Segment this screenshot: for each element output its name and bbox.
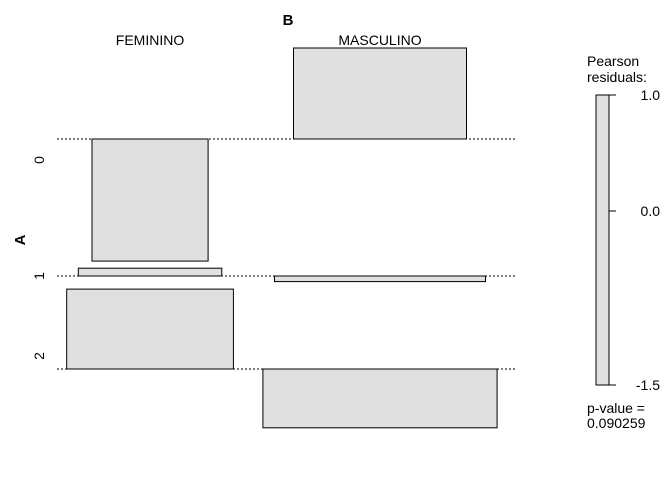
- legend-tick-label: -1.5: [636, 377, 660, 393]
- bar-2-masculino: [262, 368, 498, 429]
- legend-tick-label: 1.0: [641, 87, 661, 103]
- bar-0-masculino: [293, 47, 467, 140]
- legend-tick-label: 0.0: [641, 203, 661, 219]
- bar-0-feminino: [91, 138, 209, 262]
- p-value-label: p-value =: [587, 400, 645, 416]
- row-level-label-1: 1: [31, 272, 47, 280]
- residual-bars: [66, 47, 498, 429]
- row-variable-label: A: [12, 234, 29, 245]
- col-level-label-masculino: MASCULINO: [338, 32, 421, 48]
- p-value: 0.090259: [587, 415, 646, 431]
- legend-ticks: 1.0 0.0 -1.5: [609, 87, 660, 393]
- bar-1-masculino: [274, 275, 486, 283]
- bar-2-feminino: [66, 288, 234, 370]
- legend-color-bar: [595, 94, 610, 386]
- col-level-label-feminino: FEMININO: [116, 32, 185, 48]
- bar-1-feminino: [77, 267, 223, 277]
- legend-title-line1: Pearson: [587, 53, 639, 69]
- row-level-label-2: 2: [31, 352, 47, 360]
- legend-title-line2: residuals:: [587, 69, 647, 85]
- row-level-label-0: 0: [31, 156, 47, 164]
- legend: Pearson residuals: 1.00.0-1.5 p-value = …: [587, 53, 660, 431]
- col-variable-label: B: [283, 12, 294, 29]
